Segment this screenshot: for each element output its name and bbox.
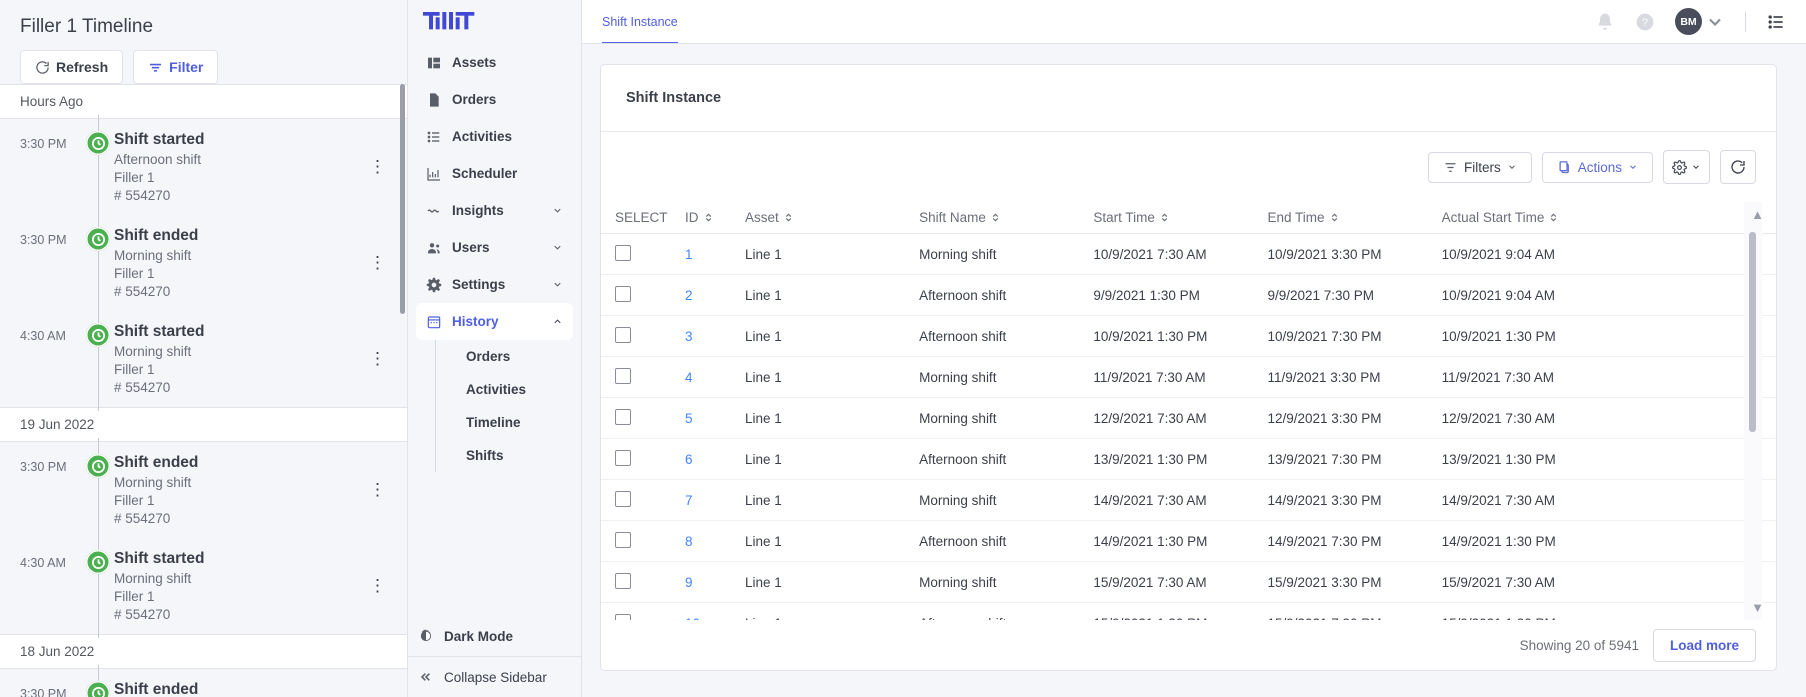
svg-text:?: ? — [1642, 17, 1648, 29]
